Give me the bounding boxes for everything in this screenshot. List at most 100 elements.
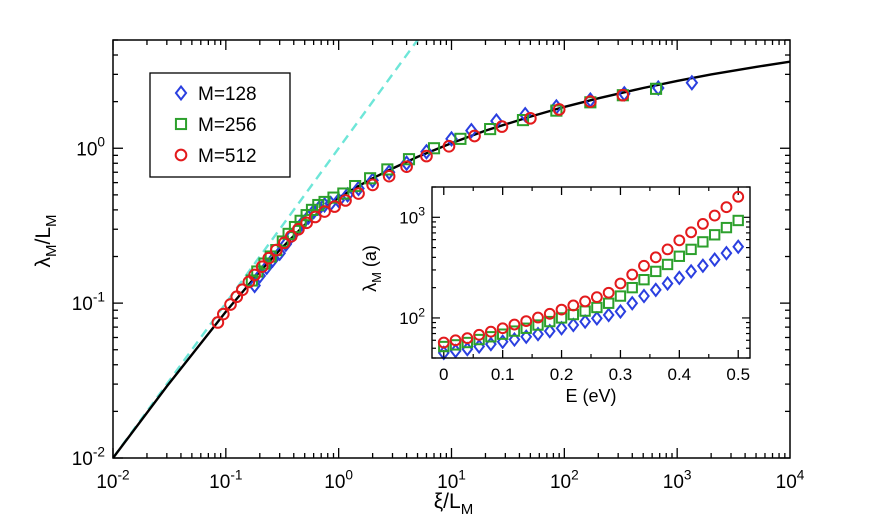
- asymptote-dashed-line: [113, 40, 419, 458]
- legend-marker: [174, 84, 188, 102]
- inset-data-point: [590, 291, 603, 304]
- data-point: [352, 187, 365, 200]
- inset-data-point: [567, 317, 580, 333]
- x-tick-label: 104: [776, 467, 805, 493]
- inset-y-tick-label: 102: [399, 305, 425, 328]
- inset-data-point: [544, 315, 556, 328]
- inset-data-point: [649, 251, 662, 264]
- inset-frame: [431, 186, 751, 359]
- inset-data-point: [696, 258, 709, 274]
- inset-data-point: [720, 201, 733, 214]
- data-point: [584, 95, 597, 108]
- inset-data-point: [614, 303, 627, 320]
- inset-data-point: [732, 190, 745, 203]
- legend: M=128 M=256 M=512: [149, 72, 291, 178]
- y-tick-label: 10-2: [72, 444, 105, 470]
- inset-data-point: [532, 319, 544, 331]
- inset-y-tick-label: 103: [399, 205, 425, 228]
- data-point: [442, 139, 456, 153]
- y-tick-label: 10-1: [72, 290, 105, 316]
- data-point: [468, 129, 481, 143]
- inset-data-point: [697, 236, 709, 248]
- inset-data-point: [685, 263, 698, 280]
- data-point: [516, 114, 530, 127]
- inset-data-point: [508, 318, 521, 331]
- inset-data-point: [708, 229, 721, 241]
- inset-data-point: [638, 259, 650, 272]
- inset-data-point: [543, 307, 556, 320]
- data-point: [308, 210, 322, 224]
- data-point: [349, 179, 362, 193]
- inset-data-point: [473, 328, 486, 341]
- legend-marker: [174, 117, 188, 131]
- inset-data-point: [473, 333, 485, 346]
- data-point: [495, 120, 509, 133]
- inset-x-tick-label: 0.4: [668, 365, 692, 384]
- data-point: [224, 298, 237, 311]
- data-point: [685, 74, 699, 91]
- inset-data-point: [461, 332, 474, 345]
- inset-x-tick-label: 0.2: [550, 365, 574, 384]
- inset-series-m-512: [437, 190, 745, 349]
- inset-x-axis-title: E (eV): [565, 386, 616, 406]
- inset-data-point: [720, 221, 733, 234]
- data-point: [328, 200, 341, 213]
- inset-data-point: [614, 290, 627, 302]
- inset-data-point: [626, 281, 638, 294]
- inset-data-point: [650, 265, 662, 278]
- inset-data-point: [532, 311, 544, 324]
- inset-data-point: [649, 282, 662, 298]
- inset-data-point: [661, 275, 674, 292]
- inset-plot: 0 0.1 0.2 0.3 0.4 0.5 102 103 E (eV) λM (a): [360, 186, 751, 406]
- legend-label: M=256: [198, 115, 257, 136]
- inset-data-point: [520, 322, 532, 334]
- main-plot: 10-2 10-1 100 101 102 103 104 10-2 10-1 100 ξ/LM λM…: [32, 39, 805, 518]
- main-plot-frame: [112, 39, 791, 459]
- inset-x-tick-label: 0: [439, 365, 448, 384]
- inset-data-point: [708, 251, 721, 268]
- series-m-512: [211, 88, 630, 329]
- data-point: [616, 88, 630, 102]
- inset-data-point: [638, 273, 650, 286]
- data-point: [339, 194, 352, 207]
- data-point: [352, 180, 365, 197]
- data-point: [484, 123, 497, 136]
- inset-data-point: [520, 329, 533, 345]
- data-point: [454, 132, 467, 145]
- data-point: [524, 112, 537, 125]
- inset-data-point: [661, 243, 674, 256]
- inset-x-tick-label: 0.3: [609, 365, 633, 384]
- inset-data-point: [449, 339, 462, 351]
- inset-data-point: [696, 217, 709, 230]
- legend-marker: [174, 148, 188, 162]
- main-data-layer: [113, 40, 790, 458]
- inset-data-point: [496, 322, 509, 335]
- x-tick-label: 101: [437, 467, 466, 493]
- legend-label: M=512: [198, 146, 257, 167]
- inset-data-point: [626, 268, 639, 281]
- x-tick-label: 10-2: [96, 467, 129, 493]
- inset-data-point: [438, 340, 450, 353]
- inset-data-point: [602, 307, 615, 323]
- data-point: [402, 153, 416, 166]
- inset-data-point: [661, 258, 674, 271]
- x-tick-label: 102: [550, 467, 579, 493]
- x-tick-label: 10-1: [209, 467, 242, 493]
- inset-data-point: [484, 325, 497, 338]
- inset-x-tick-label: 0.5: [726, 365, 750, 384]
- x-tick-label: 100: [324, 467, 353, 493]
- data-point: [382, 169, 396, 183]
- inset-data-point: [508, 331, 521, 348]
- data-point: [269, 243, 283, 257]
- data-point: [248, 268, 261, 282]
- inset-data-point: [590, 310, 603, 327]
- inset-data-point: [732, 214, 744, 227]
- x-tick-label: 103: [663, 467, 692, 493]
- data-point: [649, 82, 663, 95]
- inset-data-point: [685, 243, 697, 256]
- inset-data-point: [579, 313, 592, 330]
- inset-x-tick-label: 0.1: [491, 365, 515, 384]
- data-point: [364, 172, 377, 185]
- data-point: [420, 149, 433, 163]
- data-point: [300, 216, 313, 230]
